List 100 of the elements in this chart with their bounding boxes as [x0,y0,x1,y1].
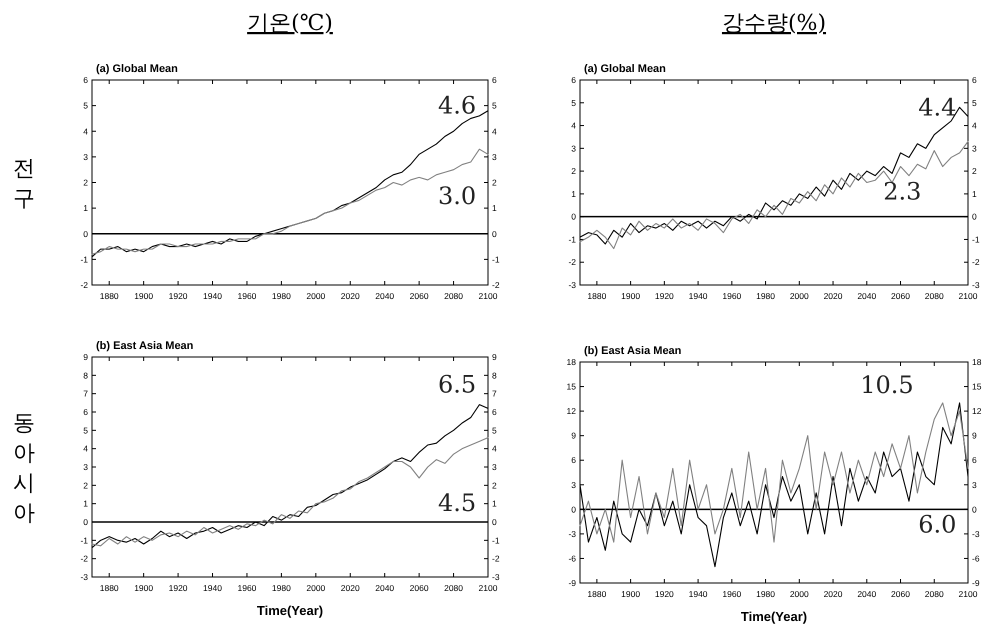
y2-tick-label: 6 [972,455,977,466]
y2-tick-label: 3 [492,462,497,472]
y-tick-label: 1 [83,498,88,509]
y-tick-label: 5 [571,98,576,108]
x-tick-label: 1940 [203,583,222,593]
chart-subtitle: (a) Global Mean [584,63,666,75]
y-tick-label: 3 [83,152,88,162]
x-axis-title: Time(Year) [256,603,324,618]
y2-tick-label: -6 [972,553,980,564]
y-tick-label: 4 [571,120,576,131]
x-tick-label: 1980 [272,583,292,593]
x-tick-label: 2100 [958,291,978,301]
y2-tick-label: 0 [492,517,497,527]
x-tick-label: 1920 [654,291,674,301]
y2-tick-label: 12 [972,406,982,416]
y2-tick-label: 7 [492,388,497,399]
y2-tick-label: -1 [492,254,500,264]
x-tick-label: 1900 [134,583,154,593]
x-tick-label: 2040 [857,589,877,599]
y2-tick-label: 3 [972,143,977,154]
x-tick-label: 2000 [790,589,810,599]
x-tick-label: 2020 [340,583,360,593]
y-tick-label: -3 [568,528,576,539]
y-tick-label: 12 [566,406,576,416]
y2-tick-label: 9 [492,352,497,362]
y2-tick-label: 0 [972,212,977,222]
y2-tick-label: 8 [492,370,497,380]
y-tick-label: 0 [571,504,576,514]
y2-tick-label: -1 [972,234,980,244]
x-tick-label: 1880 [587,589,607,599]
y-tick-label: 6 [571,455,576,466]
x-tick-label: 2060 [891,589,910,599]
y2-tick-label: -3 [492,572,500,582]
annotation: 10.5 [860,371,914,400]
y2-tick-label: 2 [492,178,497,188]
y2-tick-label: 18 [972,357,982,367]
x-tick-label: 1980 [756,291,776,301]
x-tick-label: 1940 [688,589,708,599]
x-tick-label: 2080 [444,583,464,593]
x-tick-label: 2000 [790,291,810,301]
line-series [91,437,489,546]
y2-tick-label: 5 [972,98,977,108]
x-tick-label: 1980 [272,291,292,301]
y-tick-label: -3 [568,280,576,290]
x-tick-label: 2100 [958,589,978,599]
annotation: 2.3 [883,178,922,206]
y2-tick-label: 15 [972,382,982,392]
y-tick-label: 2 [83,480,88,490]
y-tick-label: 1 [83,203,88,214]
annotation: 3.0 [438,182,476,210]
line-series [579,140,969,250]
x-tick-label: 1900 [621,291,640,301]
x-tick-label: 2000 [306,291,326,301]
y-tick-label: 8 [83,370,88,380]
x-tick-label: 2000 [306,583,326,593]
y2-tick-label: 4 [492,126,497,136]
y2-tick-label: -9 [972,578,980,588]
x-tick-label: 1880 [587,291,607,301]
y-tick-label: 5 [83,425,88,436]
x-tick-label: 1920 [168,291,188,301]
x-tick-label: 2040 [375,583,394,593]
x-tick-label: 1940 [203,291,222,301]
y2-tick-label: 1 [492,203,497,214]
x-tick-label: 1920 [168,583,188,593]
y-tick-label: -1 [568,234,576,244]
y2-tick-label: -2 [492,280,500,290]
y-tick-label: 0 [83,228,88,239]
y2-tick-label: 0 [492,228,497,239]
y-tick-label: 6 [571,75,576,85]
x-tick-label: 2040 [375,291,394,301]
y2-tick-label: 4 [492,444,497,454]
x-tick-label: 2040 [857,291,877,301]
y-tick-label: 7 [83,388,88,399]
x-tick-label: 2060 [891,291,910,301]
x-tick-label: 1960 [722,589,742,599]
y-tick-label: 6 [83,407,88,417]
y2-tick-label: 9 [972,430,977,441]
x-tick-label: 1880 [100,291,119,301]
y2-tick-label: 5 [492,100,497,111]
y2-tick-label: 6 [492,75,497,85]
y2-tick-label: 3 [492,152,497,162]
chart-subtitle: (a) Global Mean [96,63,178,75]
x-tick-label: 1960 [237,583,257,593]
y-tick-label: -9 [568,578,576,588]
y-axis-title: 전구 [13,156,35,212]
y2-tick-label: -2 [492,554,500,564]
y-tick-label: -1 [80,254,88,264]
x-tick-label: 1920 [654,589,674,599]
y-tick-label: 3 [571,480,576,490]
y-tick-label: 4 [83,126,88,136]
x-tick-label: 1900 [621,589,640,599]
line-series [91,148,489,255]
y2-tick-label: -1 [492,535,500,546]
chart-title: 강수량(%) [722,11,826,36]
y-tick-label: 2 [571,166,576,176]
x-tick-label: 2060 [410,583,429,593]
y2-tick-label: 4 [972,120,977,131]
x-tick-label: 2020 [824,291,843,301]
x-tick-label: 2060 [410,291,429,301]
y2-tick-label: 2 [492,480,497,490]
